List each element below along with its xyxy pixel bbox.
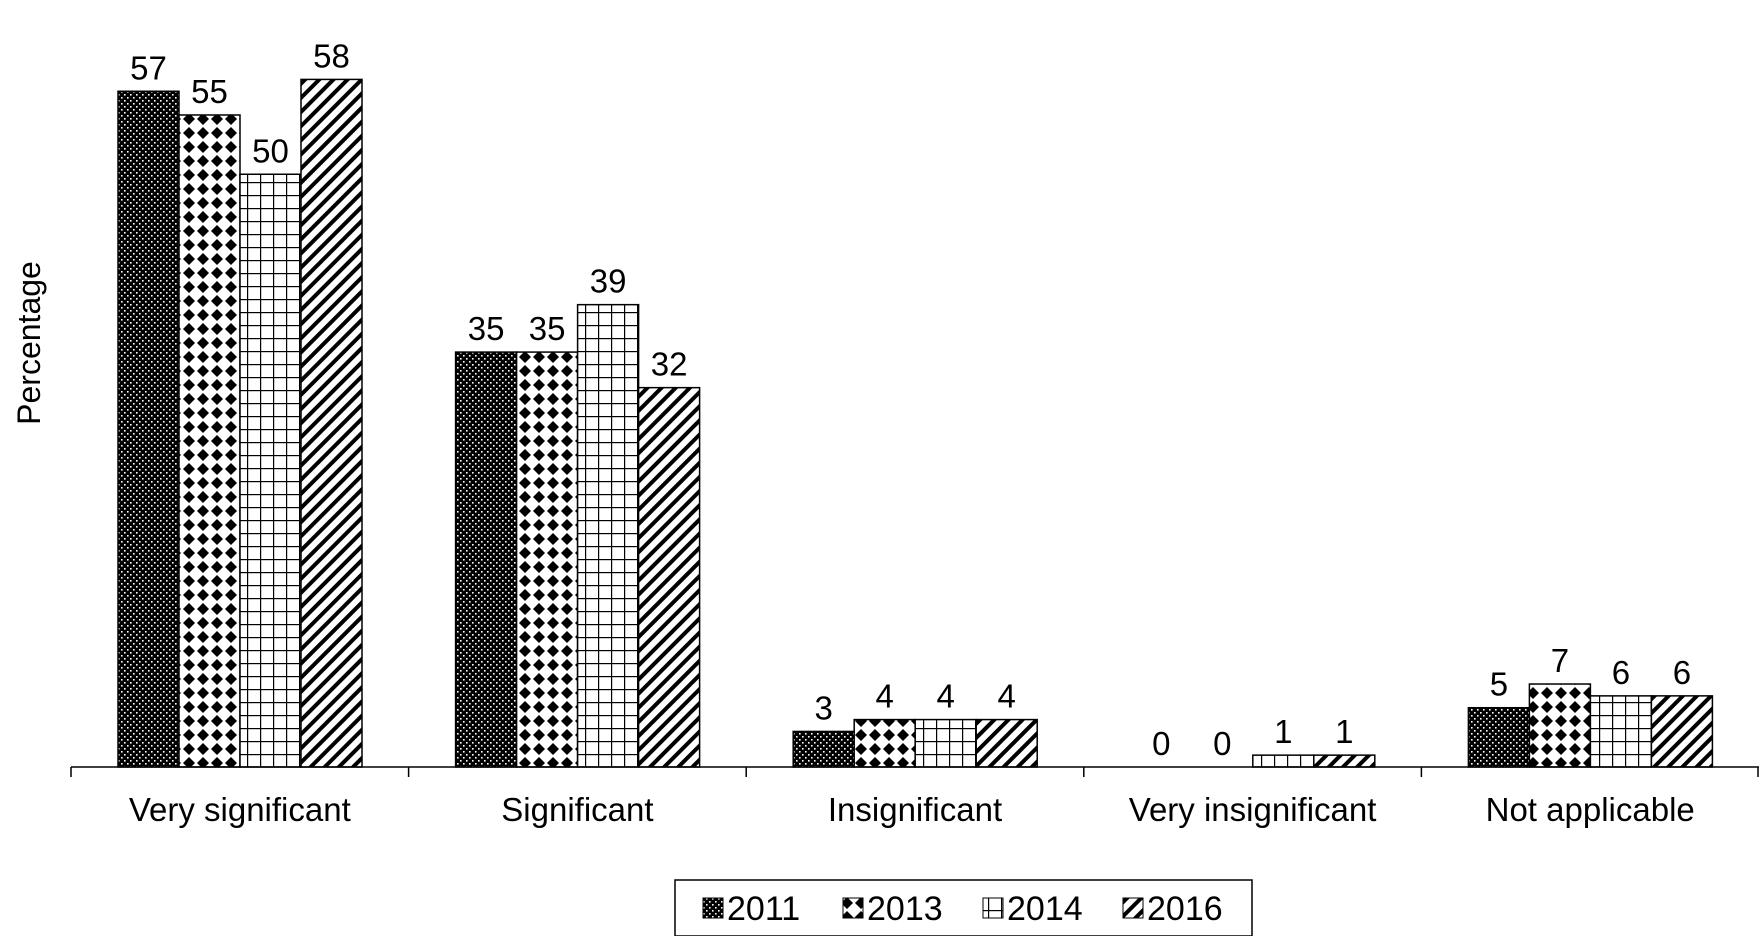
bar-2014 — [1252, 754, 1315, 768]
data-label: 35 — [468, 310, 505, 347]
data-label: 0 — [1152, 725, 1170, 762]
data-label: 55 — [191, 73, 228, 110]
legend-label: 2016 — [1147, 890, 1223, 928]
bar-2016 — [975, 718, 1038, 768]
data-label: 58 — [313, 37, 350, 74]
data-label: 4 — [876, 678, 894, 715]
bar-2014 — [1589, 695, 1653, 768]
bar-2011 — [1467, 706, 1531, 768]
legend-swatch-2014 — [982, 897, 1004, 919]
category-label: Significant — [501, 791, 653, 828]
category-label: Very insignificant — [1129, 791, 1377, 828]
bar-2016 — [1650, 695, 1714, 768]
bar-2013 — [1528, 683, 1592, 768]
bar-2016 — [1313, 754, 1376, 768]
legend-label: 2013 — [867, 890, 943, 928]
category-label: Insignificant — [828, 791, 1002, 828]
y-axis-label: Percentage — [11, 261, 47, 425]
bar-2011 — [117, 90, 180, 768]
x-axis-category-labels: Very significant Significant Insignificant… — [129, 791, 1695, 828]
legend-box — [674, 879, 1253, 936]
bar-2013 — [515, 351, 579, 768]
legend: 2011 2013 2014 2016 — [674, 879, 1253, 936]
legend-label: 2011 — [727, 890, 800, 928]
data-label: 7 — [1551, 642, 1569, 679]
legend-swatch-2011 — [702, 897, 724, 919]
data-label: 6 — [1673, 654, 1691, 691]
legend-swatch-2016 — [1122, 897, 1144, 919]
category-label: Not applicable — [1486, 791, 1695, 828]
category-label: Very significant — [129, 791, 351, 828]
data-label: 4 — [998, 678, 1016, 715]
legend-label: 2014 — [1007, 890, 1083, 928]
data-label: 32 — [651, 346, 688, 383]
data-label: 3 — [815, 689, 833, 726]
data-label: 1 — [1335, 713, 1353, 750]
bar-2014 — [576, 303, 640, 768]
bar-2013 — [178, 114, 241, 768]
data-label: 1 — [1274, 713, 1292, 750]
bars-group — [117, 78, 1714, 768]
bar-2016 — [300, 78, 363, 768]
bar-2014 — [914, 718, 977, 768]
legend-swatch-2013 — [842, 897, 864, 919]
bar-2011 — [454, 351, 518, 768]
x-axis-ticks — [70, 767, 1759, 777]
data-label: 6 — [1612, 654, 1630, 691]
bar-2011 — [792, 730, 855, 768]
data-label: 57 — [130, 49, 167, 86]
bar-2016 — [637, 386, 701, 768]
bar-2013 — [853, 718, 916, 768]
data-label: 50 — [252, 132, 289, 169]
data-label: 5 — [1490, 666, 1508, 703]
data-label: 39 — [590, 263, 627, 300]
data-label: 0 — [1213, 725, 1231, 762]
data-label: 4 — [937, 678, 955, 715]
bar-2014 — [239, 173, 302, 768]
data-label: 35 — [529, 310, 566, 347]
